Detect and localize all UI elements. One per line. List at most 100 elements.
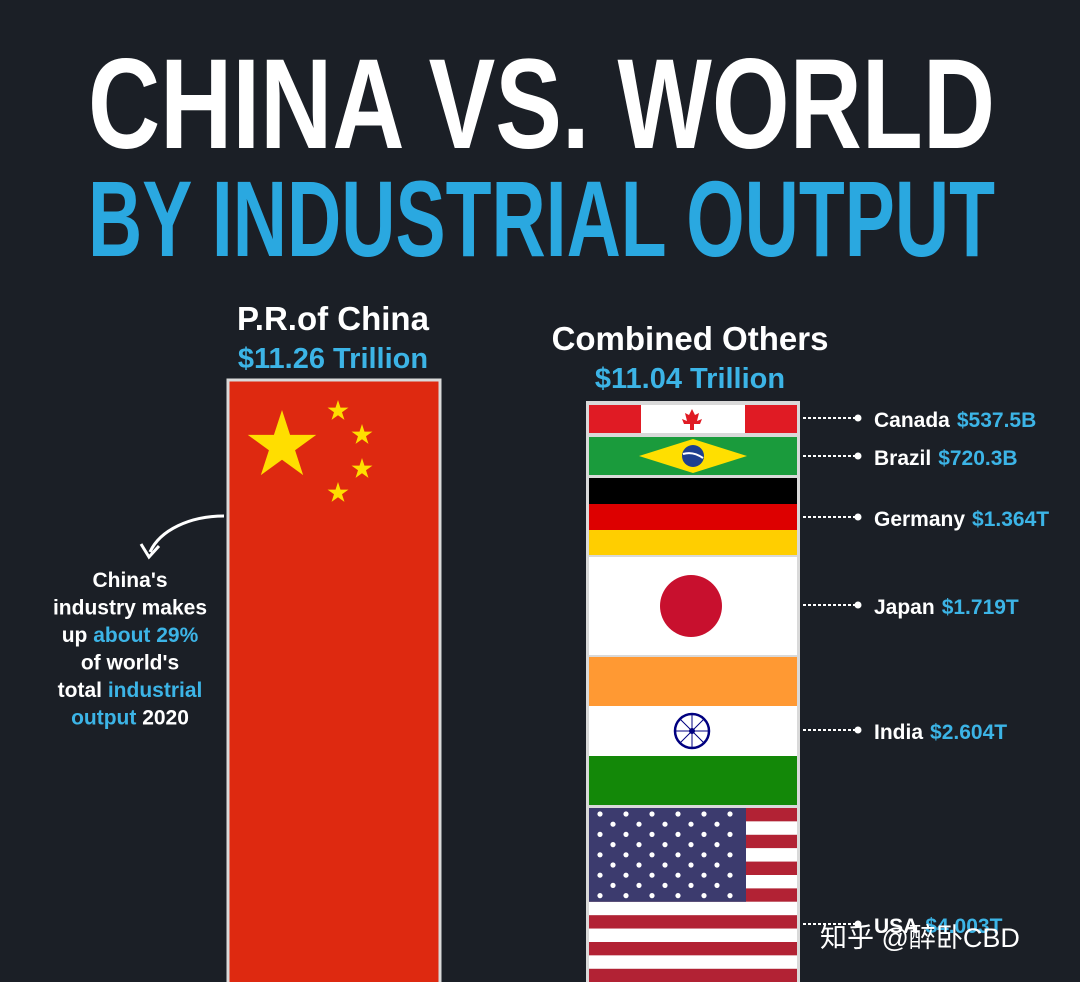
- star: [688, 882, 694, 889]
- note-segment: total: [58, 679, 108, 702]
- star: [701, 872, 707, 878]
- star: [649, 811, 655, 817]
- title-line-1: CHINA VS. WORLD: [88, 33, 995, 176]
- note-line: China's: [92, 569, 167, 592]
- star: [623, 872, 629, 878]
- flag-germany: [589, 478, 797, 555]
- country-label: Japan $1.719T: [874, 596, 1019, 619]
- flag-usa: [589, 808, 797, 982]
- star: [688, 862, 694, 868]
- flag-japan: [589, 557, 797, 655]
- star: [623, 852, 629, 858]
- country-value: $4.003T: [925, 915, 1002, 938]
- china-flag: [226, 378, 442, 982]
- star: [610, 882, 616, 889]
- star: [662, 882, 668, 889]
- star: [675, 811, 681, 817]
- star: [714, 821, 720, 827]
- note-line: up about 29%: [62, 624, 199, 647]
- flag-canada: [589, 405, 797, 433]
- star: [597, 811, 603, 817]
- star: [727, 893, 733, 899]
- note-line: industry makes: [53, 597, 207, 620]
- star: [727, 872, 733, 878]
- star: [636, 862, 642, 868]
- note-segment: of world's: [81, 652, 179, 675]
- star: [662, 821, 668, 827]
- note-line: total industrial: [58, 679, 203, 702]
- note-segment: 2020: [136, 707, 189, 730]
- star: [610, 862, 616, 868]
- star: [597, 852, 603, 858]
- note-segment: industrial: [108, 679, 203, 702]
- country-label: Germany $1.364T: [874, 508, 1049, 531]
- stripe: [589, 942, 797, 956]
- country-value: $1.364T: [972, 508, 1049, 531]
- note-segment: about 29%: [93, 624, 198, 647]
- note-segment: up: [62, 624, 94, 647]
- star: [727, 811, 733, 817]
- stripe: [589, 968, 797, 982]
- note-segment: China's: [92, 569, 167, 592]
- star: [701, 811, 707, 817]
- left-name: P.R.of China: [237, 300, 430, 337]
- country-value: $2.604T: [930, 721, 1007, 744]
- note-line: of world's: [81, 652, 179, 675]
- star: [727, 831, 733, 838]
- leader-dot: [854, 726, 862, 734]
- leader-dot: [854, 414, 862, 422]
- star: [662, 842, 668, 848]
- star: [701, 893, 707, 899]
- title-line-2: BY INDUSTRIAL OUTPUT: [88, 158, 995, 279]
- leader-dot: [854, 452, 862, 460]
- star: [675, 852, 681, 858]
- star: [610, 842, 616, 848]
- country-name: Canada: [874, 409, 950, 432]
- star: [714, 842, 720, 848]
- country-name: Japan: [874, 596, 935, 619]
- star: [623, 831, 629, 838]
- country-value: $720.3B: [938, 447, 1017, 470]
- flag-india: [589, 657, 797, 805]
- stripe: [589, 901, 797, 916]
- star: [649, 852, 655, 858]
- star: [597, 893, 603, 899]
- country-label: USA $4.003T: [874, 915, 1003, 938]
- star: [675, 872, 681, 878]
- note-segment: output: [71, 707, 136, 730]
- stripe: [589, 928, 797, 942]
- star: [714, 862, 720, 868]
- star: [649, 872, 655, 878]
- star: [675, 893, 681, 899]
- left-total: $11.26 Trillion: [238, 343, 428, 375]
- star: [649, 831, 655, 838]
- leader-dot: [854, 513, 862, 521]
- star: [701, 831, 707, 838]
- star: [701, 852, 707, 858]
- country-label: Canada $537.5B: [874, 409, 1036, 432]
- star: [636, 882, 642, 889]
- stripe: [589, 955, 797, 969]
- country-name: USA: [874, 915, 918, 938]
- others-flags: [586, 401, 800, 982]
- country-name: India: [874, 721, 923, 744]
- star: [597, 831, 603, 838]
- star: [727, 852, 733, 858]
- note-line: output 2020: [71, 707, 189, 730]
- star: [688, 842, 694, 848]
- right-name: Combined Others: [552, 320, 829, 357]
- star: [636, 842, 642, 848]
- country-value: $1.719T: [942, 596, 1019, 619]
- star: [714, 882, 720, 889]
- country-value: $537.5B: [957, 409, 1036, 432]
- country-label: Brazil $720.3B: [874, 447, 1018, 470]
- flag-brazil: [589, 437, 797, 475]
- watermark: 知乎 @醉卧CBD: [820, 923, 1020, 953]
- note-segment: industry makes: [53, 597, 207, 620]
- right-total: $11.04 Trillion: [595, 363, 785, 395]
- note-arrow: [139, 514, 225, 560]
